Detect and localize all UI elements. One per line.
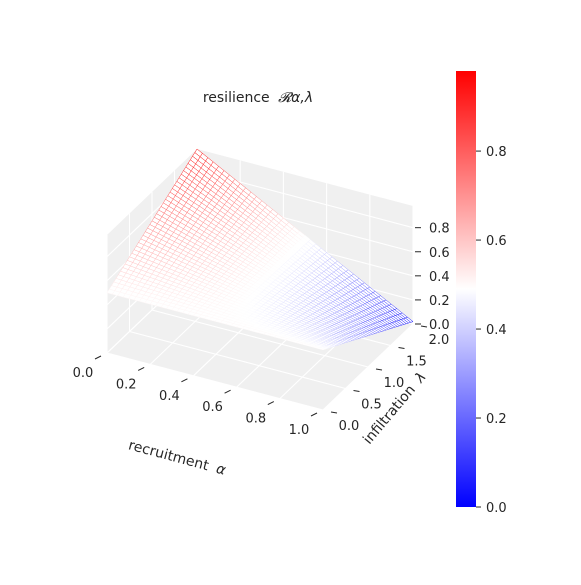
y-tick-mark [398,347,405,349]
x-axis-label: recruitment α [127,437,229,479]
z-tick-label: 0.8 [429,222,450,237]
colorbar-tick-label: 0.6 [486,234,507,249]
x-tick-label: 0.4 [159,389,180,404]
z-tick-label: 0.6 [429,246,450,261]
y-tick-label: 1.0 [384,376,405,391]
x-tick-label: 0.6 [202,400,223,415]
colorbar-tick-label: 0.2 [486,412,507,427]
colorbar: 0.0 0.2 0.4 0.6 0.8 [456,71,507,516]
y-tick-label: 0.5 [361,398,382,413]
z-tick-label: 0.0 [429,318,450,333]
y-tick-mark [375,368,383,371]
x-tick-mark [137,366,145,371]
x-tick-mark [224,389,231,394]
surface-cell [316,347,327,351]
x-tick-label: 0.0 [73,366,94,381]
y-tick-mark [330,411,338,414]
colorbar-tick-label: 0.8 [486,145,507,160]
x-tick-mark [267,401,275,406]
x-tick-mark [181,378,188,383]
floor-grid-lambda [129,330,346,390]
colorbar-ticks: 0.0 0.2 0.4 0.6 0.8 [476,145,507,516]
floor-grid-lambda [151,309,369,368]
colorbar-tick-label: 0.4 [486,323,507,338]
y-tick-mark [353,390,360,392]
z-tick-label: 0.4 [429,270,450,285]
y-tick-label: 2.0 [429,333,450,348]
chart-title: resilience 𝓡α,λ [203,90,313,106]
x-tick-label: 1.0 [289,423,310,438]
floor-grid-lambda [106,352,324,411]
x-tick-label: 0.2 [116,377,137,392]
axis-ticks: 0.00.20.40.60.81.0 0.00.51.01.52.00.00.20… [73,222,450,438]
colorbar-tick-label: 0.0 [486,501,507,516]
x-tick-mark [94,355,102,360]
z-tick-label: 0.2 [429,294,450,309]
colorbar-gradient [456,71,476,507]
x-tick-mark [310,412,318,417]
y-tick-label: 0.0 [339,419,360,434]
y-tick-label: 1.5 [406,355,427,370]
y-tick-mark [420,325,428,328]
x-tick-label: 0.8 [245,412,266,427]
surface-mesh [106,148,414,351]
